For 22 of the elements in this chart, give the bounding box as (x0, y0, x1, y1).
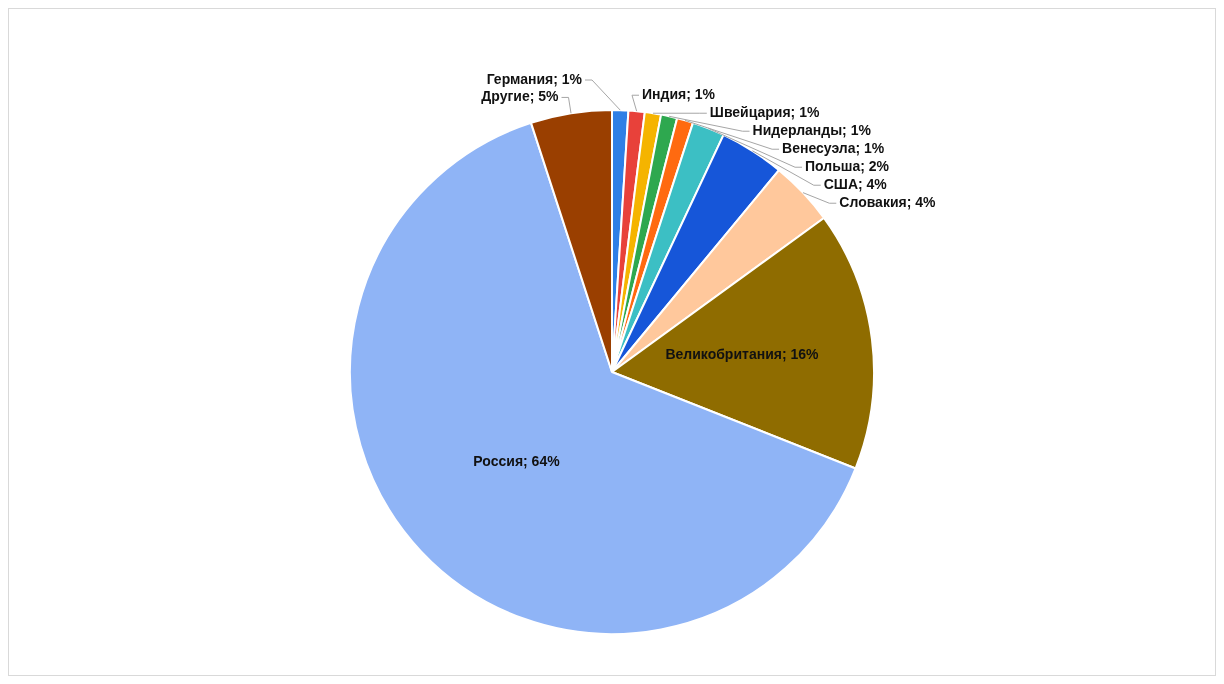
slice-label: Германия (486, 70, 554, 87)
slice-label: Венесуэла (782, 140, 856, 157)
slice-label: Россия (473, 452, 524, 469)
data-label: ; 4% (858, 176, 888, 193)
data-label: ; 1% (686, 86, 716, 103)
slice-label: Швейцария (709, 104, 791, 121)
data-label: ; 4% (906, 194, 937, 211)
data-label: ; 1% (790, 104, 820, 121)
data-label: ; 1% (553, 70, 583, 87)
slice-label: США (823, 176, 859, 193)
slice-label: Нидерланды (752, 122, 843, 139)
data-label: ; 16% (781, 346, 820, 363)
slice-label: Индия (642, 86, 687, 103)
slice-label: Словакия (839, 194, 907, 211)
data-label: ; 2% (860, 158, 890, 175)
data-label: ; 5% (529, 88, 560, 105)
data-label: ; 1% (855, 140, 885, 157)
data-label: ; 1% (842, 122, 872, 139)
slice-label: Другие (481, 88, 530, 105)
slice-label: Великобритания (665, 346, 782, 363)
slice-label: Польша (805, 158, 861, 175)
data-label: ; 64% (523, 452, 561, 469)
